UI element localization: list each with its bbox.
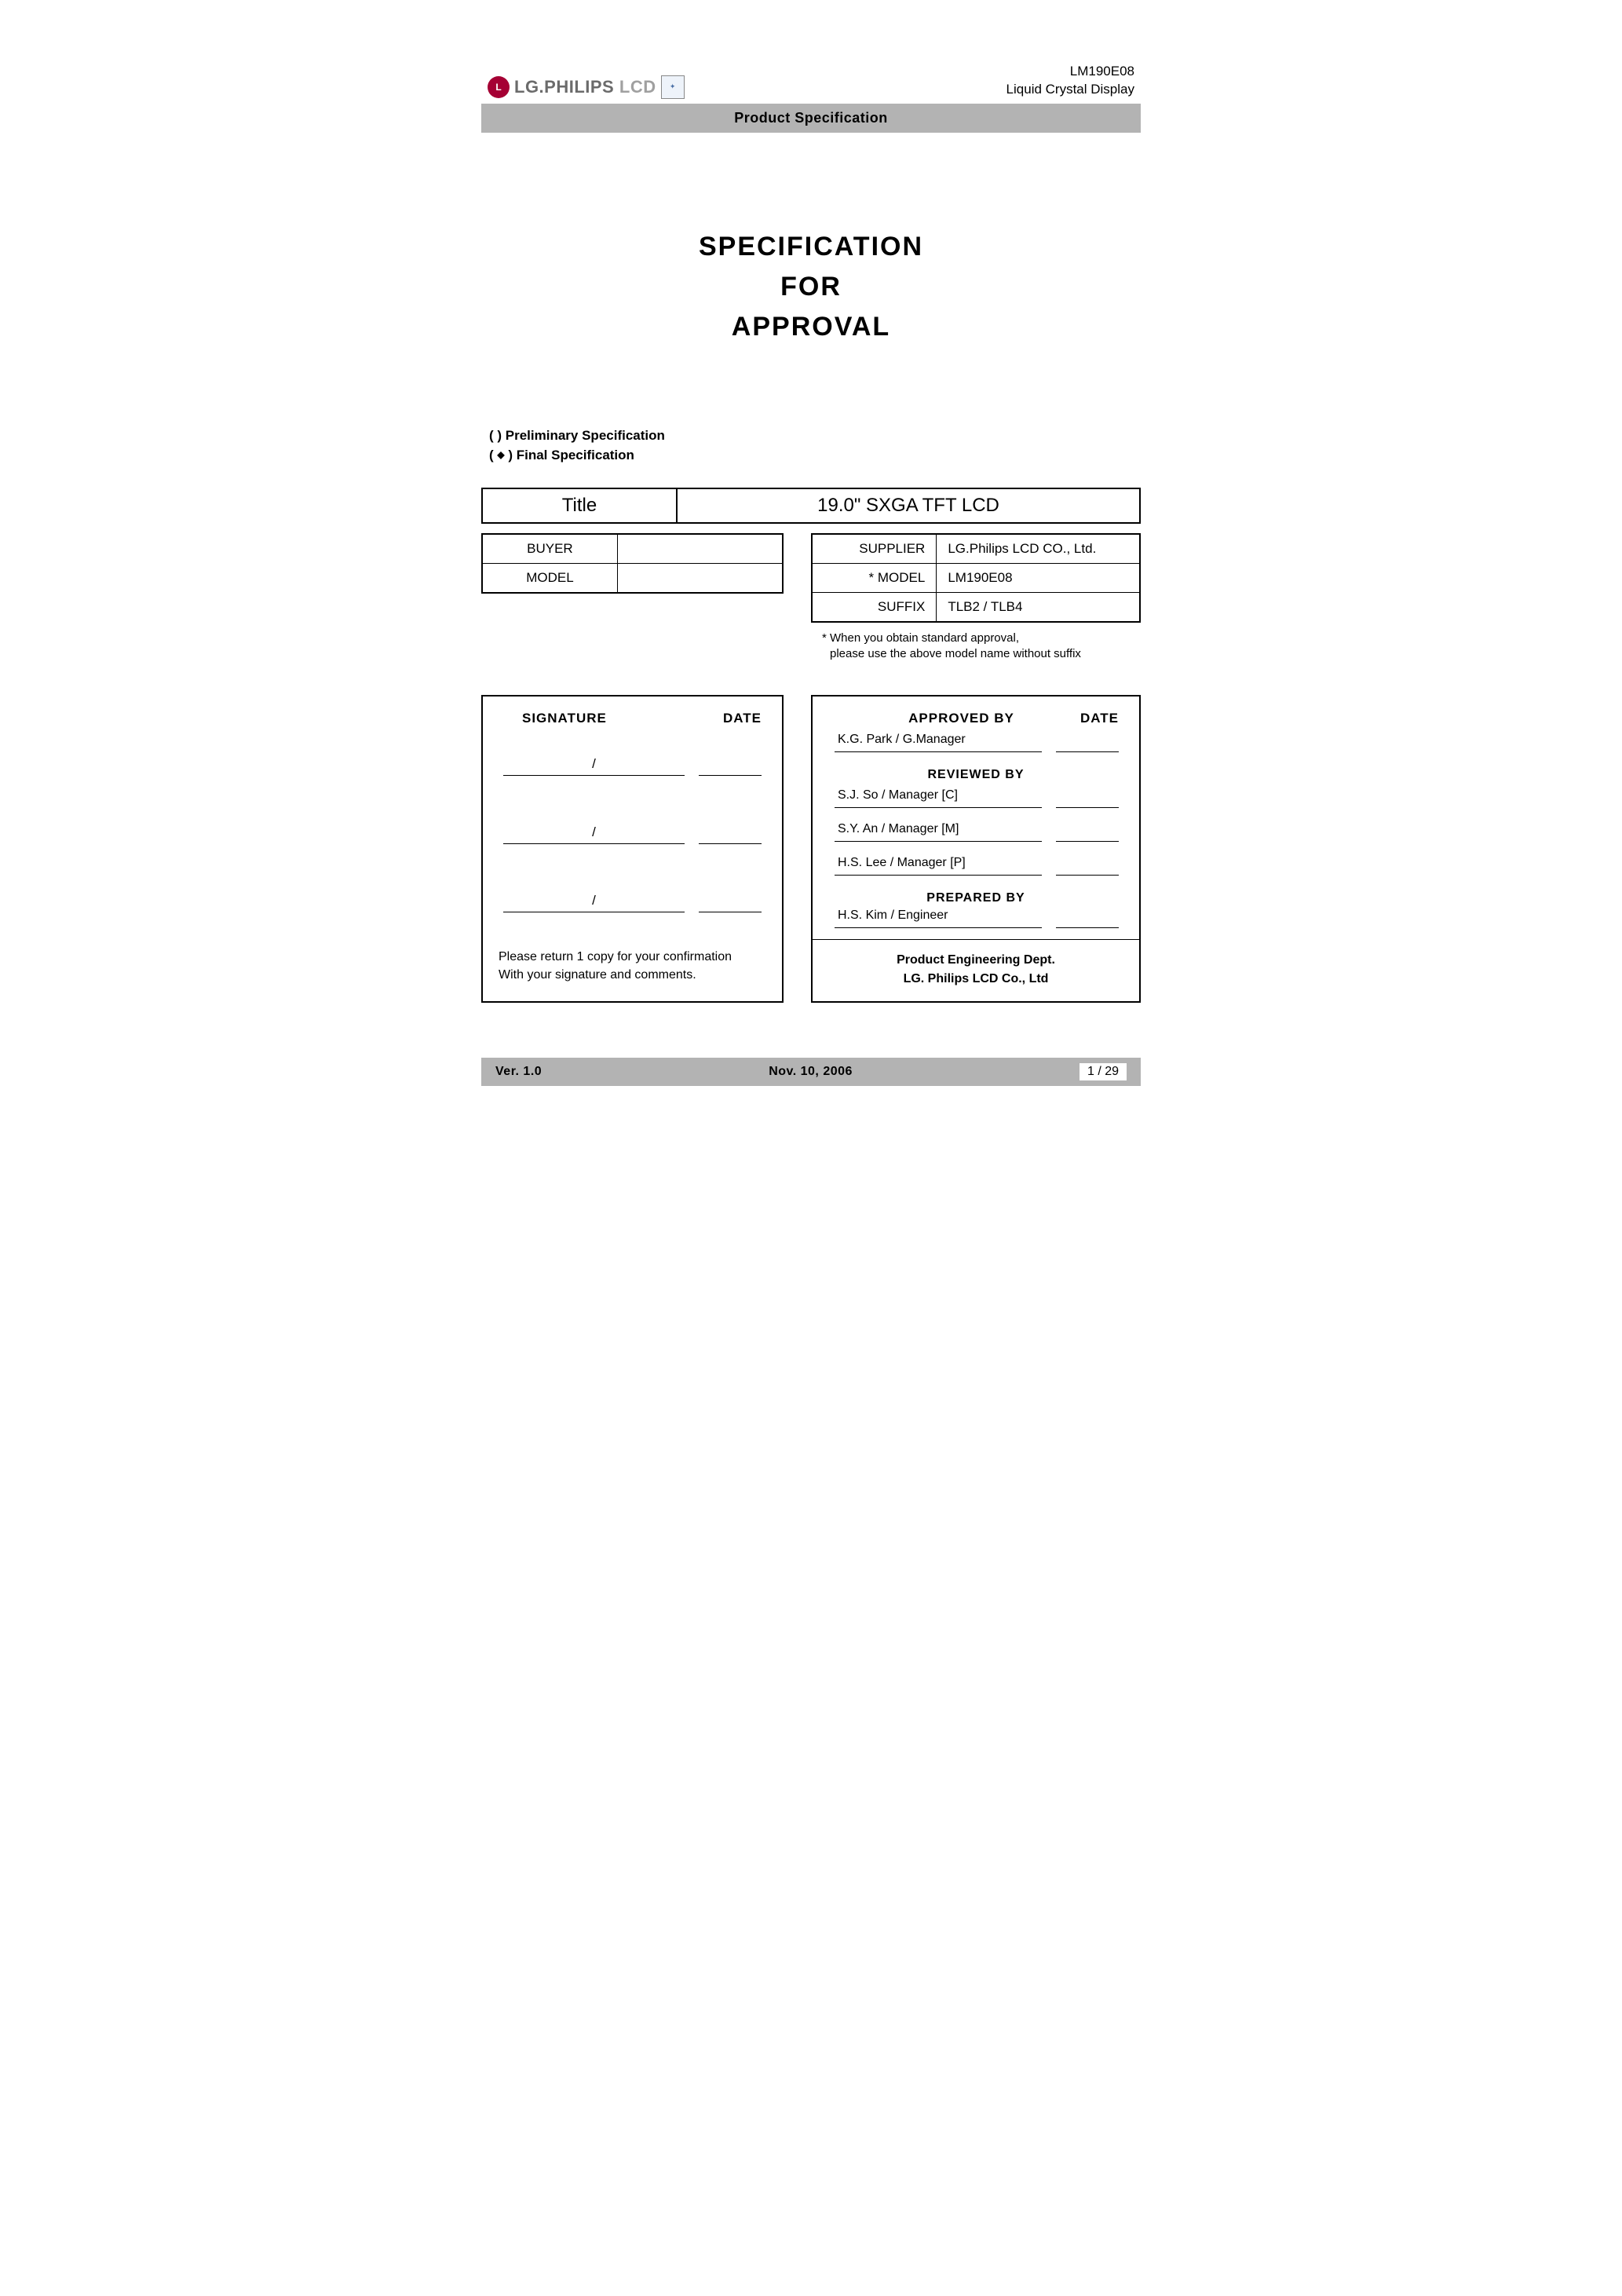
date-line (1056, 824, 1119, 842)
company-logo: L LG.PHILIPS LCD ✦ (488, 75, 685, 99)
signature-line: / (503, 756, 685, 776)
preliminary-option: ( ) Preliminary Specification (489, 426, 1149, 446)
spec-type-selector: ( ) Preliminary Specification ( ◆ ) Fina… (473, 426, 1149, 466)
signature-row: / (483, 781, 782, 849)
header-top-row: L LG.PHILIPS LCD ✦ LM190E08 Liquid Cryst… (481, 63, 1141, 104)
final-option: ( ◆ ) Final Specification (489, 445, 1149, 466)
reviewed-label: REVIEWED BY (813, 755, 1139, 785)
supplier-column: SUPPLIER LG.Philips LCD CO., Ltd. * MODE… (811, 533, 1141, 663)
logo-text: LG.PHILIPS LCD (514, 77, 656, 97)
prepared-label: PREPARED BY (813, 879, 1139, 909)
signature-note: Please return 1 copy for your confirmati… (483, 917, 782, 1001)
table-row: * MODEL LM190E08 (812, 563, 1140, 592)
title-table: Title 19.0" SXGA TFT LCD (481, 488, 1141, 524)
page-number: 1 / 29 (1080, 1063, 1127, 1080)
dept-line-1: Product Engineering Dept. (819, 951, 1133, 969)
logo-main: LG.PHILIPS (514, 77, 614, 97)
header-block: L LG.PHILIPS LCD ✦ LM190E08 Liquid Cryst… (481, 63, 1141, 133)
signature-label: SIGNATURE (522, 711, 607, 726)
supplier-label: SUPPLIER (812, 534, 937, 564)
document-id: LM190E08 Liquid Crystal Display (1006, 63, 1134, 99)
buyer-model-label: MODEL (482, 563, 617, 593)
suffix-label: SUFFIX (812, 592, 937, 622)
table-row: BUYER (482, 534, 783, 564)
date-line (1056, 734, 1119, 752)
version-label: Ver. 1.0 (495, 1065, 542, 1079)
date-line (699, 826, 762, 844)
suffix-value: TLB2 / TLB4 (937, 592, 1140, 622)
sig-note-line-1: Please return 1 copy for your confirmati… (499, 949, 766, 966)
buyer-label: BUYER (482, 534, 617, 564)
approved-label: APPROVED BY (842, 711, 1080, 726)
reviewed-row: H.S. Lee / Manager [P] (813, 845, 1139, 879)
reviewer-name: H.S. Lee / Manager [P] (835, 856, 1042, 876)
signature-line: / (503, 824, 685, 844)
doc-subtitle: Liquid Crystal Display (1006, 81, 1134, 99)
reviewed-row: S.J. So / Manager [C] (813, 785, 1139, 811)
info-tables-row: BUYER MODEL SUPPLIER LG.Philips LCD CO.,… (481, 533, 1141, 663)
header-bar: Product Specification (481, 104, 1141, 133)
buyer-value (617, 534, 783, 564)
reviewed-row: S.Y. An / Manager [M] (813, 811, 1139, 845)
approved-name: K.G. Park / G.Manager (835, 733, 1042, 752)
approved-date-label: DATE (1080, 711, 1119, 726)
logo-suffix: LCD (619, 77, 656, 97)
table-row: SUPPLIER LG.Philips LCD CO., Ltd. (812, 534, 1140, 564)
supplier-value: LG.Philips LCD CO., Ltd. (937, 534, 1140, 564)
date-line (1056, 790, 1119, 808)
sig-note-line-2: With your signature and comments. (499, 967, 766, 984)
philips-shield-icon: ✦ (661, 75, 685, 99)
supplier-note: * When you obtain standard approval, ple… (811, 631, 1141, 663)
approved-row: K.G. Park / G.Manager (813, 729, 1139, 755)
date-line (699, 894, 762, 912)
prepared-row: H.S. Kim / Engineer (813, 909, 1139, 931)
signature-header: SIGNATURE DATE (483, 696, 782, 733)
department-footer: Product Engineering Dept. LG. Philips LC… (813, 939, 1139, 1000)
footer-bar: Ver. 1.0 Nov. 10, 2006 1 / 29 (481, 1058, 1141, 1086)
date-line (1056, 857, 1119, 876)
doc-model: LM190E08 (1006, 63, 1134, 81)
diamond-bullet-icon: ◆ (497, 449, 504, 460)
lg-logo-icon: L (488, 76, 510, 98)
title-line-2: FOR (444, 267, 1178, 307)
reviewer-name: S.J. So / Manager [C] (835, 788, 1042, 808)
table-row: SUFFIX TLB2 / TLB4 (812, 592, 1140, 622)
signature-line: / (503, 893, 685, 912)
title-line-1: SPECIFICATION (444, 227, 1178, 267)
buyer-table: BUYER MODEL (481, 533, 784, 594)
table-row: MODEL (482, 563, 783, 593)
main-title: SPECIFICATION FOR APPROVAL (444, 227, 1178, 347)
dept-line-2: LG. Philips LCD Co., Ltd (819, 970, 1133, 988)
note-line-1: * When you obtain standard approval, (822, 631, 1141, 646)
title-value: 19.0" SXGA TFT LCD (677, 488, 1140, 523)
buyer-signature-box: SIGNATURE DATE / / / Please return 1 cop… (481, 695, 784, 1003)
supplier-model-value: LM190E08 (937, 563, 1140, 592)
document-page: L LG.PHILIPS LCD ✦ LM190E08 Liquid Cryst… (444, 0, 1178, 1117)
note-line-2: please use the above model name without … (822, 646, 1141, 662)
reviewer-name: S.Y. An / Manager [M] (835, 822, 1042, 842)
date-label: DATE (723, 711, 762, 726)
signature-boxes-row: SIGNATURE DATE / / / Please return 1 cop… (481, 695, 1141, 1003)
title-line-3: APPROVAL (444, 307, 1178, 347)
date-line (699, 758, 762, 776)
prepared-name: H.S. Kim / Engineer (835, 909, 1042, 928)
title-label: Title (482, 488, 677, 523)
signature-row: / (483, 733, 782, 781)
footer-date: Nov. 10, 2006 (542, 1065, 1080, 1079)
buyer-column: BUYER MODEL (481, 533, 784, 663)
signature-row: / (483, 849, 782, 917)
approval-box: APPROVED BY DATE K.G. Park / G.Manager R… (811, 695, 1141, 1003)
supplier-model-label: * MODEL (812, 563, 937, 592)
approved-header: APPROVED BY DATE (813, 696, 1139, 729)
date-line (1056, 910, 1119, 928)
supplier-table: SUPPLIER LG.Philips LCD CO., Ltd. * MODE… (811, 533, 1141, 623)
buyer-model-value (617, 563, 783, 593)
